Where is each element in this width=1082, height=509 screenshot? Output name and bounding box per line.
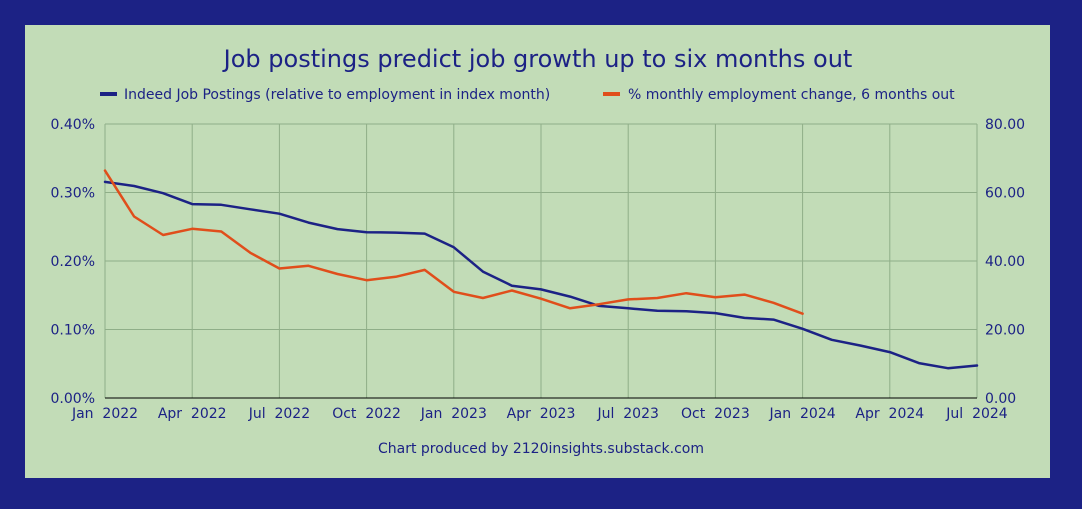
x-tick-label: Jan 2022 xyxy=(71,406,138,422)
x-tick-label: Apr 2022 xyxy=(158,406,227,422)
series-line-employment xyxy=(103,169,804,315)
legend-label-employment: % monthly employment change, 6 months ou… xyxy=(628,87,955,103)
y-right-tick-label: 80.00 xyxy=(985,117,1025,133)
tick-labels: Jan 2022 Apr 2022 Jul 2022 Oct 2022 Jan 2023… xyxy=(51,117,1026,422)
series-lines xyxy=(103,169,979,370)
y-right-tick-label: 0.00 xyxy=(985,391,1016,407)
y-left-tick-label: 0.40% xyxy=(51,117,95,133)
x-tick-label: Jan 2024 xyxy=(769,406,836,422)
series-line-postings xyxy=(103,180,979,370)
legend: Indeed Job Postings (relative to employm… xyxy=(100,87,955,103)
y-left-tick-label: 0.00% xyxy=(51,391,95,407)
x-tick-label: Jul 2022 xyxy=(248,406,310,422)
legend-label-postings: Indeed Job Postings (relative to employm… xyxy=(124,87,550,103)
x-tick-label: Oct 2023 xyxy=(681,406,750,422)
y-left-tick-label: 0.10% xyxy=(51,323,95,339)
y-left-tick-label: 0.20% xyxy=(51,254,95,270)
y-right-tick-label: 40.00 xyxy=(985,254,1025,270)
x-tick-label: Jan 2023 xyxy=(420,406,487,422)
y-right-tick-label: 60.00 xyxy=(985,186,1025,202)
x-tick-label: Apr 2023 xyxy=(507,406,576,422)
y-right-tick-label: 20.00 xyxy=(985,323,1025,339)
x-tick-label: Apr 2024 xyxy=(855,406,924,422)
chart-panel: Job postings predict job growth up to si… xyxy=(25,25,1050,478)
line-chart: Job postings predict job growth up to si… xyxy=(51,45,1026,457)
gridlines xyxy=(104,123,978,398)
y-left-tick-label: 0.30% xyxy=(51,186,95,202)
x-tick-label: Oct 2022 xyxy=(332,406,401,422)
x-tick-label: Jul 2024 xyxy=(945,406,1008,422)
chart-title: Job postings predict job growth up to si… xyxy=(222,45,853,73)
chart-credit: Chart produced by 2120insights.substack.… xyxy=(378,441,704,457)
x-tick-label: Jul 2023 xyxy=(596,406,658,422)
